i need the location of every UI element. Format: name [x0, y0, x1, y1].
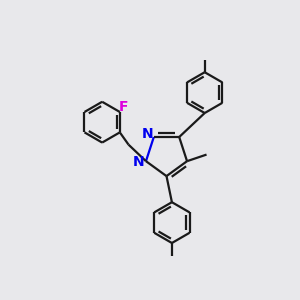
Text: N: N [141, 127, 153, 141]
Text: N: N [133, 155, 144, 169]
Text: F: F [119, 100, 128, 115]
